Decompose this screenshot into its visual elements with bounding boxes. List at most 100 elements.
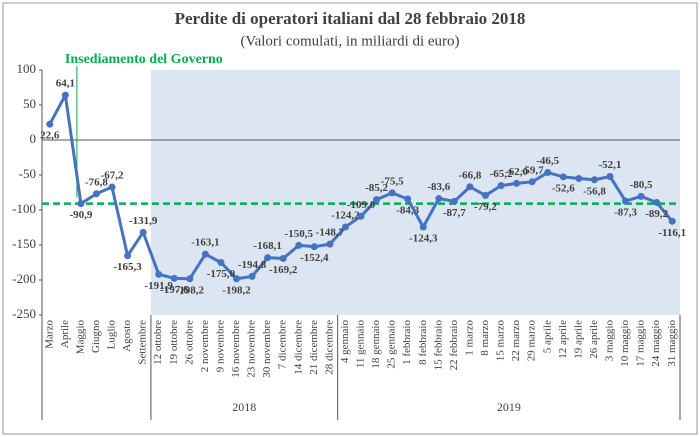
data-label: -168,1: [253, 240, 281, 252]
data-label: -56,8: [583, 185, 606, 197]
point: [61, 91, 69, 99]
annotation: Insediamento del Governo: [65, 52, 223, 67]
x-tick-label: 26 ottobre: [183, 320, 195, 365]
point: [388, 189, 396, 197]
point: [373, 196, 381, 204]
x-tick-label: 7 dicembre: [277, 320, 289, 369]
group-label: 2019: [497, 400, 521, 414]
x-tick-label: Settembre: [137, 320, 149, 365]
point: [341, 223, 349, 231]
point: [233, 275, 241, 283]
x-tick-label: 31 maggio: [666, 320, 678, 367]
x-tick-label: 18 gennaio: [370, 320, 382, 369]
y-tick-label: 0: [30, 131, 37, 146]
data-label: 22,6: [40, 130, 60, 142]
data-label: -87,3: [614, 207, 637, 219]
x-tick-label: 10 maggio: [619, 320, 631, 367]
data-label: -169,2: [269, 264, 298, 276]
y-tick-label: 50: [23, 96, 36, 111]
point: [357, 212, 365, 220]
point: [92, 190, 100, 198]
x-tick-label: Marzo: [43, 320, 55, 349]
data-label: -131,9: [129, 215, 158, 227]
x-tick-label: Luglio: [106, 320, 118, 350]
point: [668, 217, 676, 225]
data-label: -75,5: [381, 175, 404, 187]
x-tick-label: 8 febbraio: [417, 320, 429, 365]
point: [201, 250, 209, 258]
x-tick-label: 1 febbraio: [401, 320, 413, 365]
point: [559, 173, 567, 181]
point: [497, 182, 505, 190]
data-label: -152,4: [300, 252, 329, 264]
point: [124, 252, 132, 260]
data-label: -198,2: [222, 284, 251, 296]
x-tick-label: 2 novembre: [199, 320, 211, 372]
y-tick-label: -50: [19, 166, 36, 181]
x-tick-label: 9 novembre: [214, 320, 226, 372]
data-label: 64,1: [56, 78, 75, 90]
data-label: -109,0: [347, 199, 376, 211]
point: [404, 195, 412, 203]
chart-subtitle: (Valori comulati, in miliardi di euro): [240, 33, 459, 49]
data-label: -46,5: [536, 155, 559, 167]
data-label: -52,6: [552, 182, 575, 194]
point: [637, 192, 645, 200]
data-label: -124,3: [409, 233, 438, 245]
x-tick-label: 1 marzo: [463, 320, 475, 356]
point: [544, 169, 552, 177]
point: [186, 275, 194, 283]
data-label: -79,2: [474, 201, 497, 213]
point: [264, 254, 272, 262]
data-label: -198,2: [176, 284, 205, 296]
point: [46, 120, 54, 128]
data-label: -62,0: [505, 166, 528, 178]
data-label: -76,8: [85, 176, 108, 188]
y-tick-label: -200: [12, 271, 36, 286]
x-tick-label: 22 marzo: [510, 320, 522, 362]
y-tick-label: 100: [17, 61, 37, 76]
point: [248, 272, 256, 280]
data-label: -197,6: [160, 284, 189, 296]
x-tick-label: 29 marzo: [526, 320, 538, 362]
point: [326, 240, 334, 248]
point: [590, 176, 598, 184]
data-label: -116,1: [658, 227, 686, 239]
x-tick-label: 19 aprile: [572, 320, 584, 359]
x-tick-label: 22 febbraio: [448, 320, 460, 371]
shaded-region: [150, 70, 681, 315]
point: [108, 183, 116, 191]
chart-title: Perdite di operatori italiani dal 28 feb…: [175, 9, 526, 28]
point: [279, 254, 287, 262]
x-tick-label: 8 marzo: [479, 320, 491, 356]
point: [481, 191, 489, 199]
point: [419, 223, 427, 231]
x-tick-label: 3 maggio: [604, 320, 616, 362]
point: [310, 243, 318, 251]
data-label: -194,8: [238, 259, 267, 271]
data-label: -66,8: [458, 169, 481, 181]
x-tick-label: 5 aprile: [541, 320, 553, 353]
data-label: -148,7: [316, 227, 345, 239]
point: [77, 200, 85, 208]
data-label: -84,3: [396, 205, 419, 217]
x-tick-label: Maggio: [74, 320, 86, 355]
point: [513, 179, 521, 187]
x-tick-label: 23 novembre: [246, 320, 258, 378]
x-tick-label: 19 ottobre: [168, 320, 180, 365]
y-tick-label: -250: [12, 306, 36, 321]
data-label: -80,5: [630, 179, 653, 191]
x-tick-label: 26 aprile: [588, 320, 600, 359]
data-label: -52,1: [599, 159, 622, 171]
x-tick-label: 21 dicembre: [308, 320, 320, 375]
x-tick-label: Giugno: [90, 320, 102, 354]
data-label: -124,2: [331, 209, 360, 221]
point: [622, 197, 630, 205]
x-tick-label: 28 dicembre: [323, 320, 335, 375]
x-tick-label: 15 marzo: [495, 320, 507, 362]
point: [295, 241, 303, 249]
x-tick-label: 14 dicembre: [292, 320, 304, 375]
data-label: -191,9: [144, 280, 173, 292]
point: [217, 259, 225, 266]
